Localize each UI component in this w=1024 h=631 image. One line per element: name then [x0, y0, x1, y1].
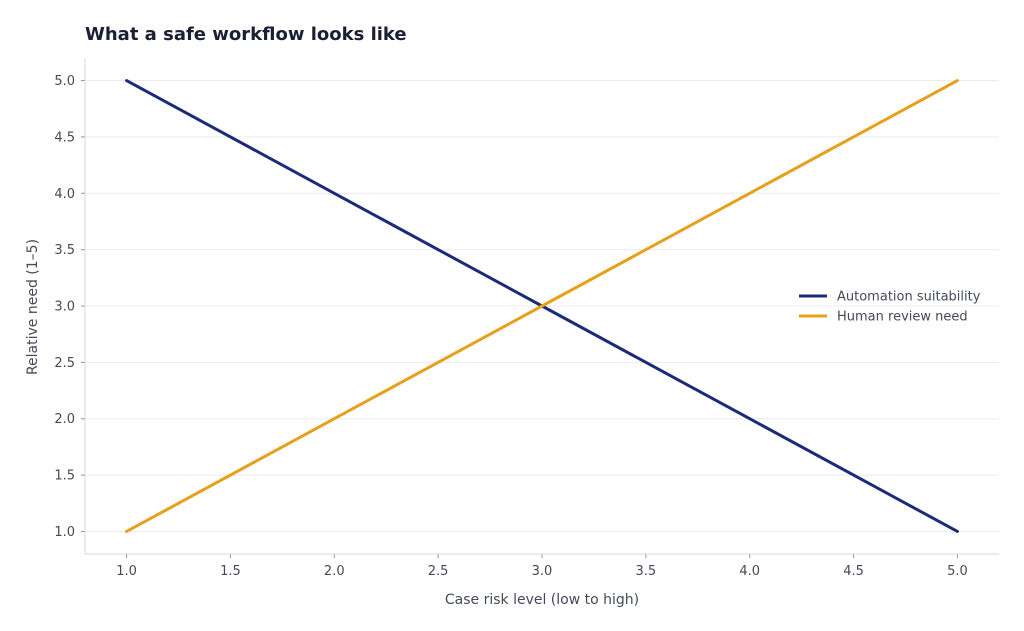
x-tick-label: 5.0 — [947, 564, 968, 579]
legend-label: Human review need — [837, 310, 968, 325]
chart-title: What a safe workflow looks like — [85, 24, 407, 45]
x-tick-label: 3.0 — [532, 564, 553, 579]
y-tick-label: 4.5 — [54, 130, 75, 145]
y-tick-label: 4.0 — [54, 187, 75, 202]
x-tick-label: 4.5 — [843, 564, 864, 579]
y-tick-label: 3.0 — [54, 300, 75, 315]
x-tick-label: 2.0 — [324, 564, 345, 579]
legend-label: Automation suitability — [837, 290, 981, 305]
data-series — [125, 79, 959, 533]
y-tick-label: 3.5 — [54, 243, 75, 258]
y-tick-label: 5.0 — [54, 74, 75, 89]
x-axis-label: Case risk level (low to high) — [445, 592, 639, 608]
series-line-human-review-need — [125, 79, 959, 533]
legend: Automation suitability Human review need — [799, 290, 981, 325]
y-tick-label: 2.5 — [54, 356, 75, 371]
x-tick-label: 1.0 — [116, 564, 137, 579]
y-tick-label: 2.0 — [54, 412, 75, 427]
axes: 1.0 1.5 2.0 2.5 3.0 3.5 4.0 4.5 5.0 1.0 1.5 2.0 2.5 3… — [54, 58, 999, 579]
x-tick-label: 1.5 — [220, 564, 241, 579]
y-tick-label: 1.0 — [54, 525, 75, 540]
x-tick-label: 2.5 — [428, 564, 449, 579]
x-tick-label: 3.5 — [636, 564, 657, 579]
y-axis-label: Relative need (1–5) — [25, 239, 41, 375]
y-tick-label: 1.5 — [54, 469, 75, 484]
x-tick-label: 4.0 — [739, 564, 760, 579]
